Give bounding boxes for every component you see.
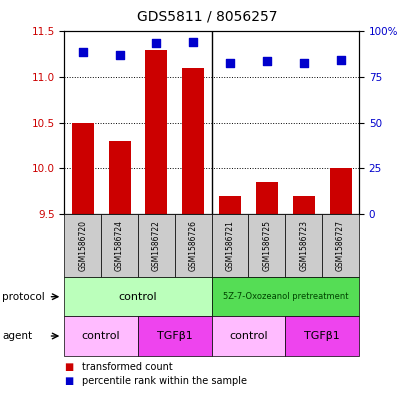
Point	[300, 59, 307, 66]
Text: agent: agent	[2, 331, 32, 341]
Bar	[286, 214, 322, 277]
Text: GSM1586723: GSM1586723	[299, 220, 308, 271]
Text: GSM1586720: GSM1586720	[78, 220, 87, 271]
Text: control: control	[82, 331, 120, 341]
Text: 5Z-7-Oxozeanol pretreatment: 5Z-7-Oxozeanol pretreatment	[222, 292, 348, 301]
Bar	[286, 316, 359, 356]
Text: TGFβ1: TGFβ1	[304, 331, 340, 341]
Text: GSM1586722: GSM1586722	[152, 220, 161, 271]
Text: GSM1586725: GSM1586725	[262, 220, 271, 271]
Text: TGFβ1: TGFβ1	[157, 331, 193, 341]
Text: control: control	[229, 331, 268, 341]
Point	[116, 52, 123, 58]
Text: ■: ■	[64, 376, 73, 386]
Bar	[145, 50, 168, 214]
Bar	[64, 277, 212, 316]
Text: GSM1586724: GSM1586724	[115, 220, 124, 271]
Bar	[175, 214, 212, 277]
Text: control: control	[119, 292, 157, 302]
Bar	[182, 68, 204, 214]
Bar	[219, 196, 241, 214]
Bar	[109, 141, 131, 214]
Bar	[212, 214, 249, 277]
Bar	[293, 196, 315, 214]
Text: transformed count: transformed count	[82, 362, 173, 373]
Text: ■: ■	[64, 362, 73, 373]
Bar	[64, 316, 138, 356]
Bar	[212, 277, 359, 316]
Bar	[249, 214, 286, 277]
Bar	[101, 214, 138, 277]
Bar	[322, 214, 359, 277]
Point	[337, 57, 344, 63]
Bar	[212, 316, 286, 356]
Text: protocol: protocol	[2, 292, 45, 302]
Text: percentile rank within the sample: percentile rank within the sample	[82, 376, 247, 386]
Bar	[138, 316, 212, 356]
Point	[79, 49, 86, 55]
Point	[190, 39, 197, 46]
Text: GSM1586726: GSM1586726	[189, 220, 198, 271]
Bar	[64, 214, 101, 277]
Point	[264, 57, 270, 64]
Point	[153, 40, 160, 46]
Text: GSM1586721: GSM1586721	[226, 220, 234, 271]
Text: GSM1586727: GSM1586727	[336, 220, 345, 271]
Bar	[330, 169, 352, 214]
Text: GDS5811 / 8056257: GDS5811 / 8056257	[137, 10, 278, 24]
Bar	[256, 182, 278, 214]
Bar	[72, 123, 94, 214]
Point	[227, 59, 233, 66]
Bar	[138, 214, 175, 277]
